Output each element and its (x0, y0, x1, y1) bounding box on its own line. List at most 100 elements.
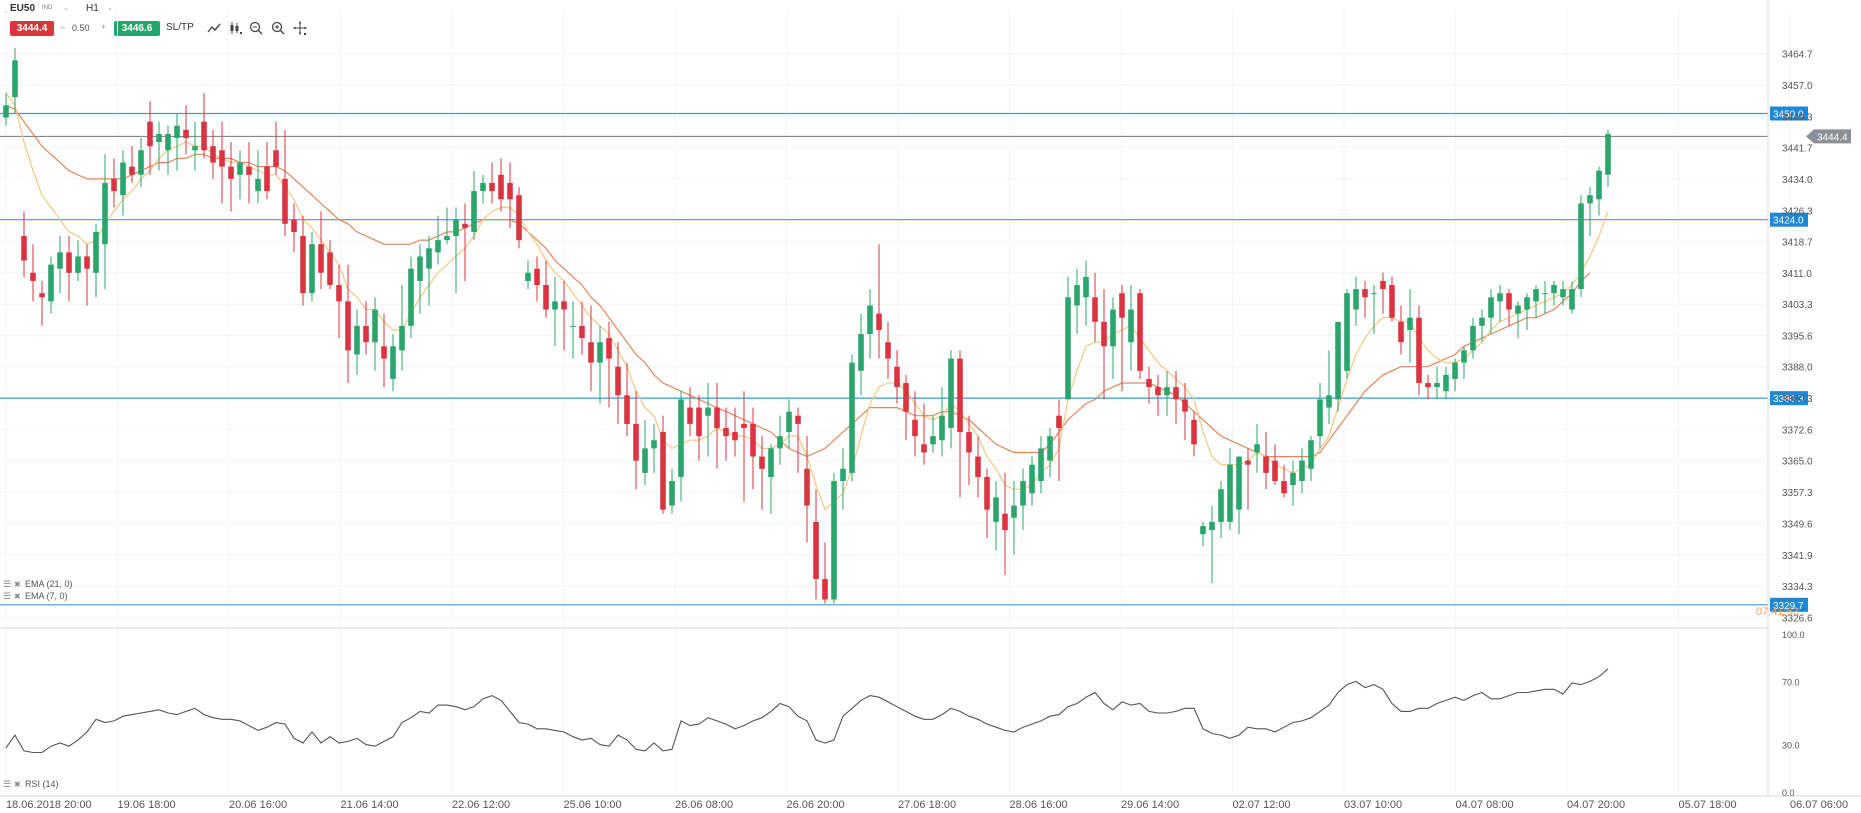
candle-body (1461, 350, 1467, 363)
candle-body (390, 346, 396, 379)
ema7-legend-label: EMA (7, 0) (25, 591, 68, 601)
candle-body (237, 162, 243, 175)
candle (1164, 370, 1170, 416)
candle (264, 142, 270, 200)
price-tick-label: 3403.3 (1782, 300, 1813, 311)
buy-price-button[interactable]: 3446.6 (114, 21, 160, 36)
candle (1407, 289, 1413, 363)
candle (12, 48, 18, 114)
chart-grid (0, 10, 1791, 792)
candle (516, 187, 522, 249)
candle-body (876, 313, 882, 330)
candle (1254, 423, 1260, 473)
candles-icon[interactable] (228, 20, 244, 36)
candle (939, 387, 945, 457)
candle (381, 313, 387, 388)
menu-icon: ☰ (3, 579, 11, 589)
ema7-legend-item[interactable]: ☰ ✖ EMA (7, 0) (3, 591, 68, 601)
candle-body (39, 293, 45, 298)
candle-body (183, 129, 189, 139)
candle (1029, 456, 1035, 506)
candle-body (417, 256, 423, 281)
candle (156, 121, 162, 171)
candle-body (246, 166, 252, 175)
candle-body (1182, 399, 1188, 412)
zoom-out-icon[interactable] (248, 20, 264, 36)
candle-body (561, 301, 567, 310)
price-tick-label: 3457.0 (1782, 81, 1813, 92)
candle-body (957, 358, 963, 433)
crosshair-icon[interactable] (292, 20, 308, 36)
candle (1263, 432, 1269, 490)
candle (858, 313, 864, 396)
rsi-line (5, 668, 1609, 754)
price-tick-label: 3464.7 (1782, 49, 1813, 60)
candle (57, 236, 63, 294)
rsi-tick-label: 30.0 (1782, 741, 1800, 751)
candle-body (948, 358, 954, 428)
candle-body (471, 191, 477, 232)
symbol-name[interactable]: EU50 (10, 3, 36, 14)
candle (714, 383, 720, 469)
candle-body (300, 236, 306, 294)
sell-price-button[interactable]: 3444.4 (10, 21, 54, 36)
candle (1326, 350, 1332, 424)
candle-body (444, 236, 450, 241)
candle (1002, 472, 1008, 575)
zoom-in-icon[interactable] (270, 20, 286, 36)
candle (498, 158, 504, 212)
candle-body (1362, 289, 1368, 298)
sltp-button[interactable]: SL/TP (166, 22, 194, 33)
rsi-tick-label: 0.0 (1782, 788, 1795, 798)
axis-labels: 3464.7 3457.0 3449.3 3441.7 3434.0 3426.3 3418… (6, 49, 1848, 811)
candle-body (435, 240, 441, 253)
candle (1560, 280, 1566, 306)
candle-body (1281, 481, 1287, 494)
candles (3, 48, 1611, 604)
timeframe-dropdown-icon[interactable]: ⌄ (107, 5, 113, 12)
candle-body (1047, 436, 1053, 461)
candle (1209, 505, 1215, 584)
candle-body (201, 121, 207, 151)
symbol-dropdown-icon[interactable]: ⌄ (63, 5, 69, 12)
candle (678, 391, 684, 502)
rsi-legend-item[interactable]: ☰ ✖ RSI (14) (3, 779, 59, 789)
line-chart-icon[interactable] (206, 20, 222, 36)
candle (507, 162, 513, 228)
candle-body (597, 342, 603, 363)
candle (309, 231, 315, 302)
candle-body (84, 256, 90, 269)
candle (1596, 166, 1602, 216)
candle-body (1434, 383, 1440, 388)
candle-body (804, 468, 810, 506)
candle-body (399, 325, 405, 351)
candle-body (552, 301, 558, 310)
candle-body (1389, 285, 1395, 318)
spread-increase-button[interactable]: + (101, 22, 107, 32)
time-tick-label: 02.07 12:00 (1233, 799, 1291, 811)
price-tick-label: 3449.3 (1782, 112, 1813, 123)
timeframe-selector[interactable]: H1 (86, 3, 99, 14)
candle (417, 244, 423, 314)
candle (723, 407, 729, 461)
candle (957, 350, 963, 498)
candle (1443, 366, 1449, 400)
candle-body (687, 407, 693, 424)
candle-body (1299, 460, 1305, 482)
price-tick-label: 3349.6 (1782, 520, 1813, 531)
candle-body (777, 436, 783, 449)
ema21-legend-item[interactable]: ☰ ✖ EMA (21, 0) (3, 579, 73, 589)
candle-body (993, 497, 999, 522)
candle-body (1317, 399, 1323, 437)
candle (525, 260, 531, 290)
candle-body (1290, 472, 1296, 486)
candle (354, 309, 360, 375)
candle (129, 146, 135, 183)
candle-body (669, 481, 675, 506)
candle-body (1038, 448, 1044, 482)
hline-price-tag (1770, 597, 1808, 612)
spread-decrease-button[interactable]: – (60, 22, 66, 32)
candle-body (1560, 289, 1566, 298)
candle-body (1002, 513, 1008, 531)
